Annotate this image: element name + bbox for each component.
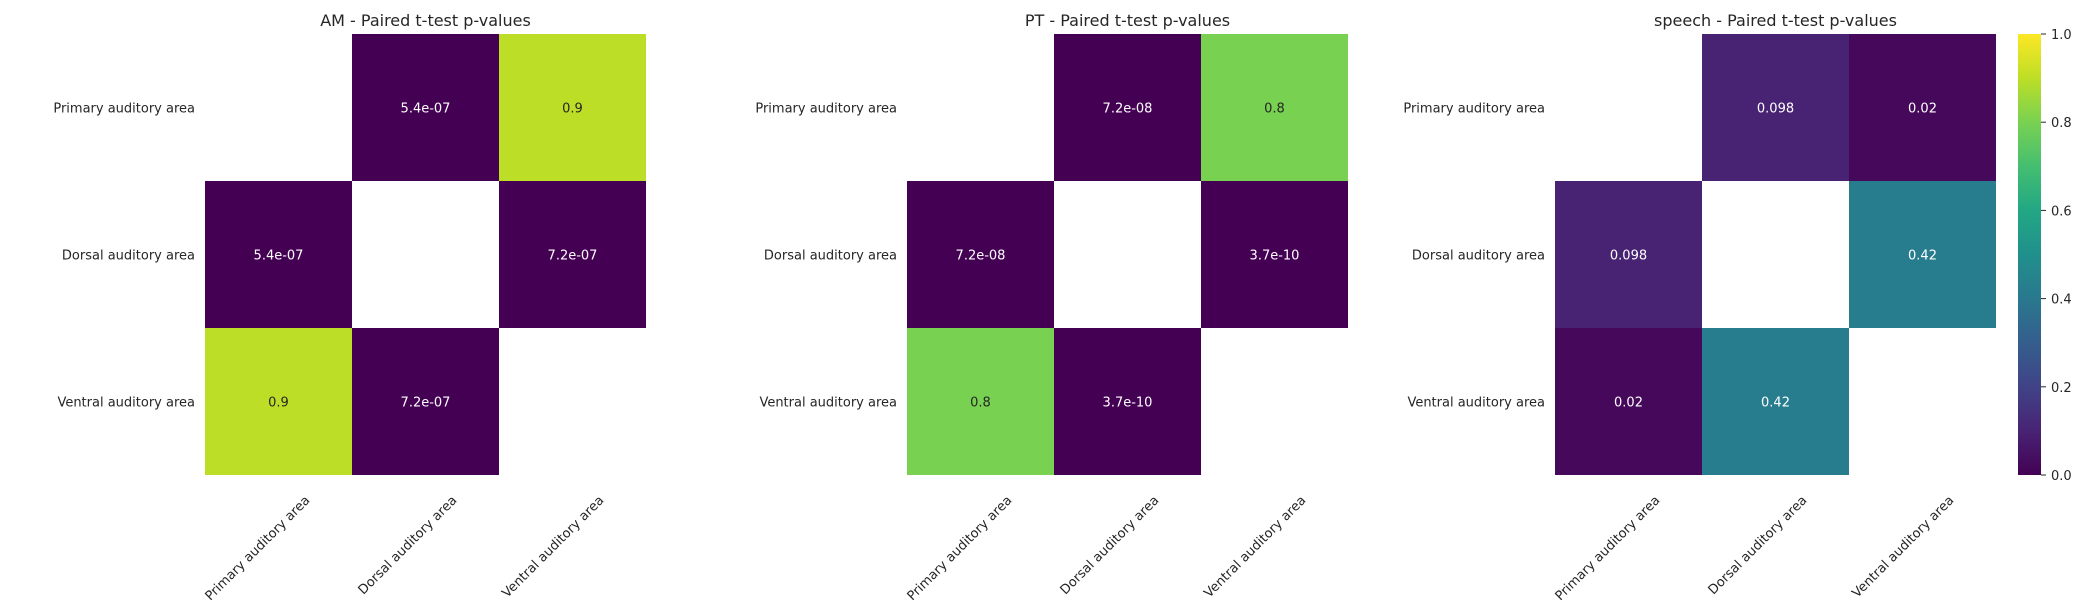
panel-title: speech - Paired t-test p-values (1654, 11, 1897, 30)
heatmap-cell (1555, 181, 1702, 328)
heatmap-cell (1702, 34, 1849, 181)
y-tick-label: Dorsal auditory area (764, 249, 897, 264)
y-tick-label: Ventral auditory area (57, 396, 195, 411)
colorbar-tick-label: 0.6 (2051, 204, 2072, 219)
heatmap-cell (1054, 328, 1201, 475)
cell-annotation: 0.9 (268, 396, 289, 411)
cell-annotation: 7.2e-07 (548, 249, 598, 264)
y-tick-label: Primary auditory area (53, 102, 195, 117)
cell-annotation: 0.8 (1264, 102, 1285, 117)
cell-annotation: 0.8 (970, 396, 991, 411)
y-tick-label: Dorsal auditory area (62, 249, 195, 264)
panel-title: PT - Paired t-test p-values (1025, 11, 1230, 30)
colorbar: 0.0 0.2 0.4 0.6 0.8 1.0 (2018, 28, 2072, 484)
heatmap-cell (1201, 34, 1348, 181)
heatmap-cell (205, 328, 352, 475)
heatmap-cell (499, 34, 646, 181)
heatmap-cell (1555, 328, 1702, 475)
heatmap-cell (1849, 181, 1996, 328)
cell-annotation: 0.42 (1761, 396, 1790, 411)
cell-annotation: 5.4e-07 (401, 102, 451, 117)
y-tick-label: Ventral auditory area (1407, 396, 1545, 411)
y-tick-label: Ventral auditory area (759, 396, 897, 411)
cell-annotation: 0.42 (1908, 249, 1937, 264)
heatmap-cell (499, 181, 646, 328)
cell-annotation: 3.7e-10 (1103, 396, 1153, 411)
y-tick-label: Dorsal auditory area (1412, 249, 1545, 264)
cell-annotation: 0.02 (1614, 396, 1643, 411)
cell-annotation: 7.2e-08 (956, 249, 1006, 264)
y-tick-label: Primary auditory area (1403, 102, 1545, 117)
heatmap-cell (1054, 34, 1201, 181)
heatmap-cell (205, 181, 352, 328)
heatmap-cell (907, 181, 1054, 328)
cell-annotation: 3.7e-10 (1250, 249, 1300, 264)
heatmap-cell (1201, 181, 1348, 328)
colorbar-tick-label: 1.0 (2051, 28, 2072, 43)
colorbar-tick-label: 0.0 (2051, 469, 2072, 484)
heatmap-cell (1849, 34, 1996, 181)
heatmap-cell (352, 34, 499, 181)
heatmap-cell (352, 328, 499, 475)
cell-annotation: 5.4e-07 (254, 249, 304, 264)
cell-annotation: 0.098 (1610, 249, 1647, 264)
heatmap-cell (907, 328, 1054, 475)
panel-title: AM - Paired t-test p-values (320, 11, 531, 30)
y-tick-label: Primary auditory area (755, 102, 897, 117)
colorbar-gradient (2018, 34, 2041, 475)
cell-annotation: 0.02 (1908, 102, 1937, 117)
colorbar-tick-label: 0.8 (2051, 116, 2072, 131)
heatmap-cell (1702, 328, 1849, 475)
colorbar-tick-label: 0.4 (2051, 293, 2072, 308)
cell-annotation: 0.9 (562, 102, 583, 117)
cell-annotation: 7.2e-08 (1103, 102, 1153, 117)
cell-annotation: 7.2e-07 (401, 396, 451, 411)
cell-annotation: 0.098 (1757, 102, 1794, 117)
colorbar-tick-label: 0.2 (2051, 381, 2072, 396)
